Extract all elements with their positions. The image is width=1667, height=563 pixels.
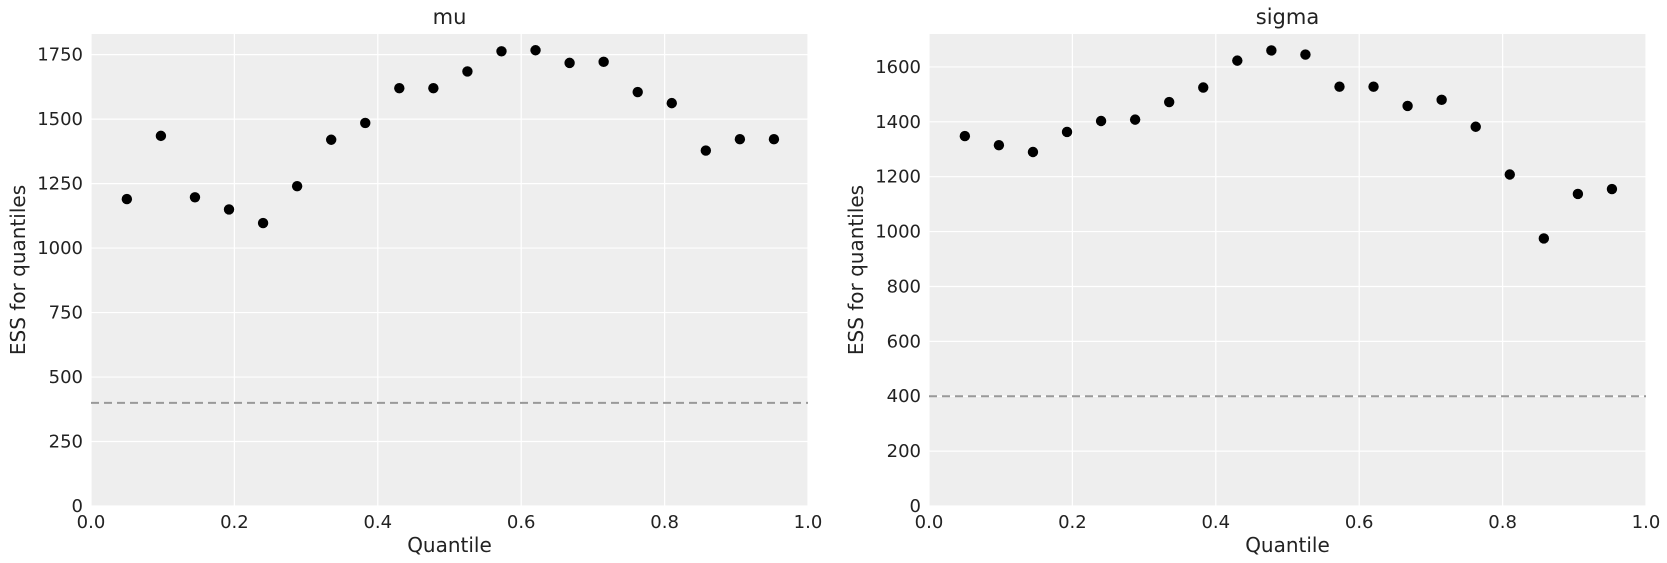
plot-area [91,34,808,506]
data-point [1334,81,1345,92]
chart-panel-sigma: 0 200 400 600 800 1000 1200 1400 1600 0.0 0.2 0.4 0.… [844,5,1660,557]
y-tick-label: 1000 [875,222,921,243]
data-point [496,46,507,57]
data-point [1504,169,1515,180]
data-point [768,134,780,145]
y-tick-label: 0 [910,496,921,517]
chart-title: mu [433,5,467,29]
data-point [462,66,473,77]
y-tick-label: 500 [49,367,83,388]
data-point [291,180,303,192]
x-tick-label: 0.6 [507,512,536,533]
y-tick-label: 1600 [875,57,921,78]
data-point [1232,55,1243,66]
x-tick-label: 1.0 [1632,512,1661,533]
data-point [1095,115,1107,127]
data-point [428,82,439,94]
y-tick-label: 1200 [875,167,921,188]
data-point [223,204,235,215]
data-point [155,130,167,142]
data-point [564,57,575,69]
data-point [189,192,201,203]
data-point [1402,100,1413,112]
data-point [1129,114,1141,125]
y-tick-label: 400 [887,386,921,407]
y-tick-label: 1000 [37,238,83,259]
y-tick-label: 1250 [37,174,83,195]
data-point [700,145,712,156]
y-tick-label: 1400 [875,112,921,133]
y-tick-label: 1500 [37,109,83,130]
data-point [530,45,541,56]
y-tick-label: 800 [887,276,921,297]
x-axis-label: Quantile [407,533,492,557]
data-point [1572,188,1584,200]
chart-panel-mu: 0 250 500 750 1000 1250 1500 1750 0.0 0.2 0.4 0.6 0.… [6,5,822,557]
y-tick-label: 0 [72,496,83,517]
data-point [1368,81,1379,92]
x-tick-label: 0.8 [650,512,679,533]
x-tick-label: 0.4 [1201,512,1230,533]
x-tick-label: 0.0 [77,512,106,533]
data-point [1606,183,1618,195]
x-tick-label: 0.4 [363,512,392,533]
data-point [1470,121,1481,132]
y-tick-label: 750 [49,303,83,324]
data-point [1538,233,1550,244]
data-point [1300,49,1311,60]
y-axis-label: ESS for quantiles [844,185,868,355]
y-tick-label: 250 [49,432,83,453]
data-point [394,82,405,94]
x-tick-label: 0.0 [915,512,944,533]
chart-title: sigma [1256,5,1319,29]
data-point [598,56,609,68]
data-point [1436,94,1447,106]
x-tick-label: 0.2 [1058,512,1087,533]
y-tick-label: 600 [887,331,921,352]
x-tick-label: 0.8 [1488,512,1517,533]
data-point [1027,146,1039,158]
data-point [257,217,269,229]
x-tick-label: 1.0 [794,512,823,533]
data-point [959,130,971,142]
data-point [1198,82,1209,93]
data-point [360,117,371,129]
data-point [734,134,746,145]
x-tick-label: 0.6 [1345,512,1374,533]
data-point [666,97,677,109]
x-axis-label: Quantile [1245,533,1330,557]
data-point [325,134,337,145]
y-axis-label: ESS for quantiles [6,185,30,355]
data-point [1061,126,1073,138]
data-point [1266,45,1277,56]
data-point [632,86,643,98]
plot-area [929,34,1646,506]
y-tick-label: 200 [887,441,921,462]
x-tick-label: 0.2 [220,512,249,533]
data-point [121,193,133,205]
data-point [1163,96,1175,108]
y-tick-label: 1750 [37,45,83,66]
data-point [993,139,1005,151]
